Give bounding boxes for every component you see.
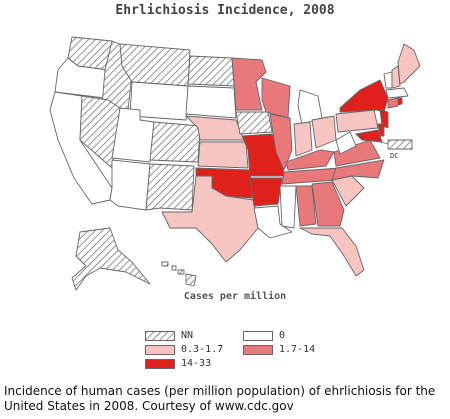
legend-item-zero: 0 xyxy=(243,330,285,341)
state-mississippi xyxy=(279,185,297,229)
state-vermont xyxy=(383,71,393,89)
state-arkansas xyxy=(249,177,283,207)
legend-item-low: 0.3-1.7 xyxy=(145,344,223,355)
state-arizona xyxy=(109,159,151,211)
legend: NN 0 0.3-1.7 1.7-14 14-33 xyxy=(145,330,445,380)
legend-item-high: 14-33 xyxy=(145,358,211,369)
legend-label-high: 14-33 xyxy=(181,358,212,369)
legend-swatch-zero xyxy=(243,330,273,341)
legend-swatch-low xyxy=(145,344,175,355)
legend-label-low: 0.3-1.7 xyxy=(181,344,224,355)
state-minnesota xyxy=(231,57,267,111)
state-north-dakota xyxy=(187,55,235,87)
legend-label-nn: NN xyxy=(181,330,194,341)
state-alabama xyxy=(295,185,317,227)
legend-swatch-mid xyxy=(243,344,273,355)
state-georgia xyxy=(311,181,345,227)
legend-swatch-high xyxy=(145,358,175,369)
state-louisiana xyxy=(253,205,293,239)
state-alaska xyxy=(71,227,151,291)
state-nebraska xyxy=(185,115,245,141)
dc-label: DC xyxy=(390,152,398,160)
legend-swatch-nn xyxy=(145,330,175,341)
legend-label-zero: 0 xyxy=(279,330,286,341)
state-virginia xyxy=(333,139,381,167)
dc-swatch xyxy=(387,139,413,150)
map-title: Ehrlichiosis Incidence, 2008 xyxy=(115,3,335,18)
state-new-york xyxy=(339,79,389,113)
state-montana xyxy=(119,43,191,87)
us-map: DC xyxy=(49,36,421,291)
legend-item-nn: NN xyxy=(145,330,193,341)
state-massachusetts xyxy=(385,87,409,99)
legend-title: Cases per million xyxy=(183,291,287,302)
state-kansas xyxy=(197,141,249,169)
figure-caption: Incidence of human cases (per million po… xyxy=(4,384,436,413)
state-maryland xyxy=(355,129,383,143)
state-north-carolina xyxy=(331,159,385,181)
state-florida xyxy=(299,227,365,277)
dc-leader xyxy=(373,139,389,145)
state-tennessee xyxy=(281,167,341,185)
legend-label-mid: 1.7-14 xyxy=(279,344,316,355)
state-indiana xyxy=(293,121,313,157)
legend-item-mid: 1.7-14 xyxy=(243,344,315,355)
state-pennsylvania xyxy=(335,109,379,133)
state-kentucky xyxy=(285,149,335,171)
state-rhode-island xyxy=(397,97,403,106)
state-colorado xyxy=(149,121,201,163)
state-illinois xyxy=(269,113,293,171)
state-ohio xyxy=(311,115,337,149)
state-west-virginia xyxy=(335,131,357,155)
state-iowa xyxy=(235,111,273,135)
state-connecticut xyxy=(387,97,399,109)
state-maine xyxy=(397,43,421,85)
state-new-mexico xyxy=(145,163,195,211)
state-new-hampshire xyxy=(391,65,401,89)
state-wyoming xyxy=(129,81,189,121)
state-new-jersey xyxy=(379,109,389,129)
state-hawaii xyxy=(161,261,197,287)
state-south-dakota xyxy=(185,85,237,119)
state-texas xyxy=(161,175,259,263)
state-wisconsin xyxy=(261,77,291,119)
